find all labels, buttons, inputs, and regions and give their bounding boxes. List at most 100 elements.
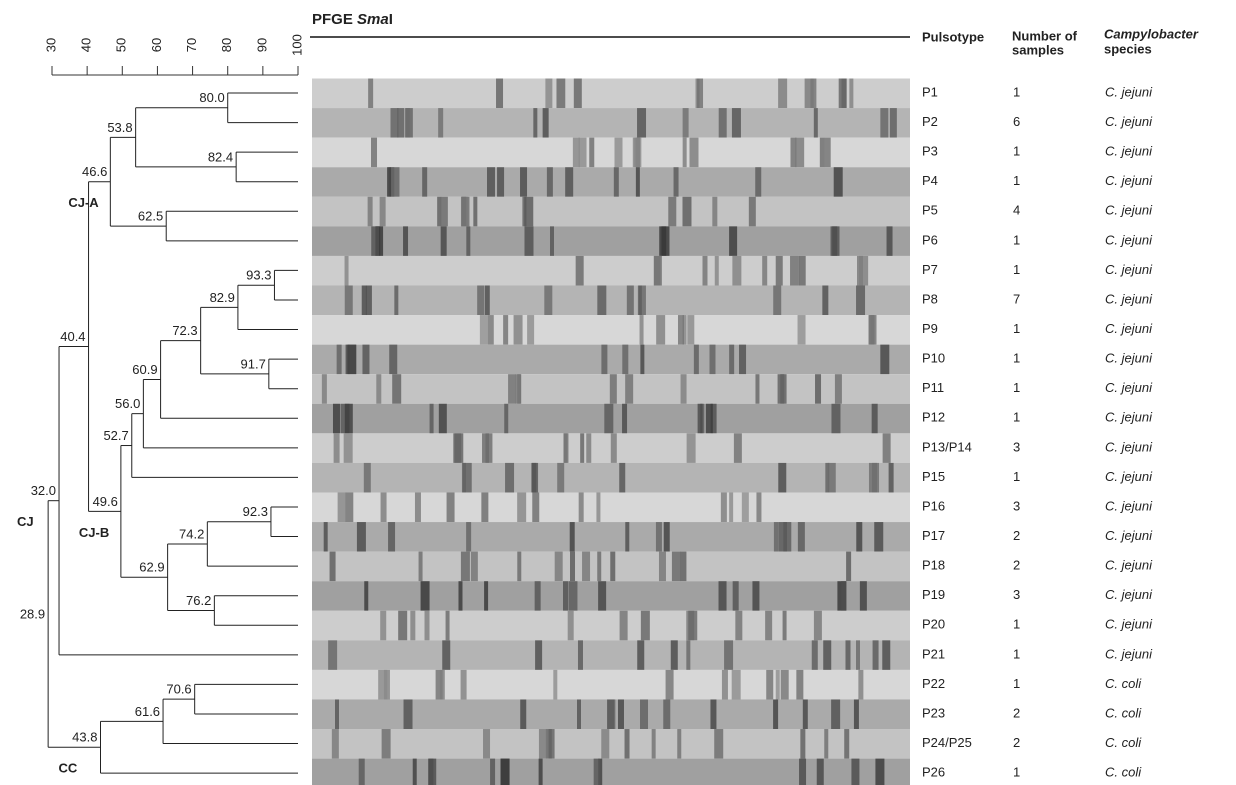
gel-band [732, 581, 739, 611]
gel-band [483, 729, 491, 759]
gel-band [497, 167, 505, 197]
gel-band [466, 226, 471, 256]
species: C. coli [1105, 676, 1142, 691]
node-label: 74.2 [179, 526, 204, 541]
gel-band [617, 699, 624, 730]
samples: 1 [1013, 617, 1020, 632]
species: C. jejuni [1105, 144, 1153, 159]
pulsotype: P20 [922, 617, 945, 632]
gel-band [563, 433, 569, 463]
samples: 2 [1013, 735, 1020, 750]
gel-band [671, 551, 681, 582]
gel-band [344, 255, 349, 286]
gel-band [822, 285, 829, 316]
gel-band [557, 462, 565, 493]
gel-lane [312, 315, 910, 345]
gel-band [845, 640, 851, 670]
samples: 1 [1013, 173, 1020, 188]
gel-band [598, 581, 607, 611]
gel-band [729, 344, 735, 375]
gel-band [729, 492, 734, 523]
gel-band [610, 433, 617, 463]
gel-band [392, 374, 402, 404]
gel-band [773, 285, 782, 316]
gel-band [625, 374, 634, 404]
gel-band [461, 462, 466, 493]
gel-band [762, 255, 768, 286]
gel-band [853, 699, 859, 730]
header: samples [1012, 42, 1064, 57]
gel-band [517, 492, 527, 523]
gel-title-part: PFGE [312, 11, 357, 28]
gel-lane [312, 196, 910, 227]
scale-label: 100 [289, 34, 304, 56]
gel-band [874, 522, 884, 552]
gel-band [729, 226, 738, 256]
gel-band [575, 255, 584, 286]
species: C. coli [1105, 765, 1142, 780]
samples: 1 [1013, 765, 1020, 780]
gel-band [882, 433, 891, 463]
gel-band [538, 729, 547, 759]
pulsotype: P24/P25 [922, 735, 972, 750]
gel-band [365, 285, 372, 316]
samples: 1 [1013, 676, 1020, 691]
gel-band [538, 758, 543, 785]
node-label: 43.8 [72, 730, 97, 745]
gel-band [549, 226, 554, 256]
gel-band [680, 374, 687, 404]
gel-band [613, 167, 619, 197]
gel-lane [312, 640, 910, 670]
gel-band [825, 462, 830, 493]
gel-band [790, 137, 797, 168]
header: Number of [1012, 28, 1078, 43]
gel-band [689, 137, 699, 168]
pulsotype: P23 [922, 705, 945, 720]
gel-band [755, 374, 760, 404]
gel-lane [312, 255, 910, 286]
gel-band [639, 315, 644, 345]
gel-band [773, 522, 779, 552]
gel-band [586, 433, 592, 463]
samples: 1 [1013, 469, 1020, 484]
gel-lane [312, 462, 910, 493]
gel-band [637, 108, 647, 138]
gel-band [505, 462, 515, 493]
gel-band [321, 374, 327, 404]
samples: 7 [1013, 291, 1020, 306]
gel-lane [312, 137, 910, 168]
gel-band [686, 433, 696, 463]
gel-band [833, 167, 843, 197]
gel-band [597, 285, 607, 316]
species: C. jejuni [1105, 528, 1153, 543]
gel-band [827, 462, 836, 493]
gel-band [329, 551, 336, 582]
gel-band [344, 285, 353, 316]
cluster-label: CJ-B [79, 525, 109, 540]
node-label: 92.3 [243, 504, 268, 519]
node-label: 82.9 [210, 290, 235, 305]
samples: 2 [1013, 528, 1020, 543]
samples: 3 [1013, 587, 1020, 602]
gel-band [775, 669, 780, 700]
gel-band [389, 344, 398, 375]
node-label: 52.7 [103, 428, 128, 443]
gel-band [556, 78, 566, 109]
pulsotype: P7 [922, 262, 938, 277]
species: C. jejuni [1105, 646, 1153, 661]
gel-band [332, 403, 340, 434]
gel-band [580, 433, 585, 463]
node-label: 70.6 [166, 682, 191, 697]
gel-band [724, 640, 734, 670]
header: Pulsotype [922, 29, 984, 44]
gel-band [624, 729, 630, 759]
pulsotype: P18 [922, 558, 945, 573]
gel-band [487, 315, 494, 345]
gel-band [637, 640, 645, 670]
gel-band [596, 492, 601, 523]
gel-band [548, 729, 555, 759]
gel-band [875, 758, 885, 785]
gel-band [733, 433, 742, 463]
gel-band [625, 522, 630, 552]
gel-band [446, 492, 455, 523]
